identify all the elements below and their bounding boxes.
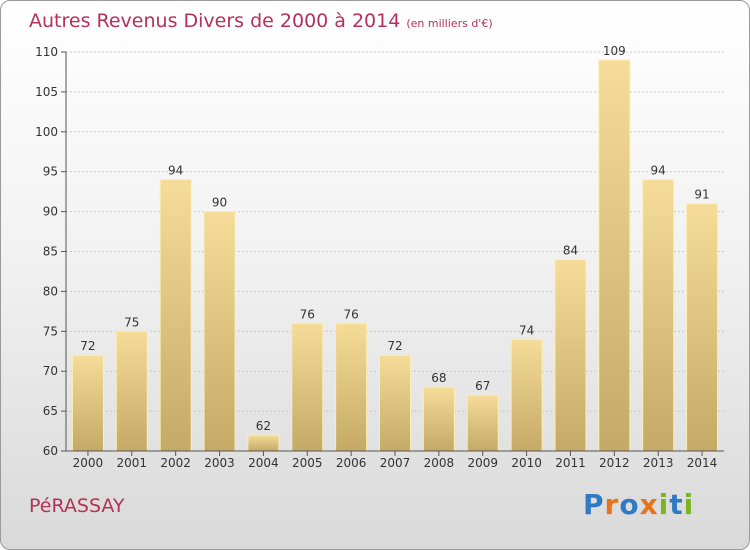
bar (291, 322, 324, 452)
logo-letter: r (604, 488, 620, 521)
y-tick-label: 60 (43, 444, 58, 458)
y-tick-label: 100 (35, 125, 58, 139)
y-tick-label: 90 (43, 205, 58, 219)
chart-title: Autres Revenus Divers de 2000 à 2014 (en … (29, 10, 493, 32)
bar (203, 211, 236, 452)
data-label: 84 (563, 243, 578, 257)
x-tick-label: 2006 (336, 456, 367, 470)
data-label: 91 (694, 188, 709, 202)
data-label: 94 (168, 164, 183, 178)
x-tick-label: 2011 (555, 456, 586, 470)
bar (71, 354, 104, 452)
bar (335, 322, 368, 452)
x-tick-label: 2004 (248, 456, 279, 470)
logo-letter: i (658, 488, 670, 521)
y-tick-label: 110 (35, 45, 58, 59)
data-label: 94 (651, 164, 666, 178)
x-tick-label: 2010 (511, 456, 542, 470)
data-label: 90 (212, 196, 227, 210)
data-label: 67 (475, 379, 490, 393)
y-tick-label: 85 (43, 245, 58, 259)
bar (466, 394, 499, 452)
logo-letter: o (619, 488, 640, 521)
bar (554, 258, 587, 452)
x-tick-label: 2001 (117, 456, 148, 470)
x-tick-label: 2000 (73, 456, 104, 470)
data-label: 62 (256, 419, 271, 433)
y-tick-label: 70 (43, 364, 58, 378)
logo-letter: P (583, 488, 605, 521)
data-label: 74 (519, 323, 534, 337)
x-tick-label: 2003 (204, 456, 235, 470)
bar (379, 354, 411, 452)
data-label: 68 (431, 371, 446, 385)
x-tick-label: 2014 (687, 456, 718, 470)
chart-title-unit: (en milliers d'€) (406, 17, 493, 30)
data-label: 76 (343, 307, 358, 321)
y-tick-label: 95 (43, 165, 58, 179)
y-tick-label: 80 (43, 284, 58, 298)
bar (510, 338, 543, 452)
bar (247, 434, 280, 452)
bar (422, 386, 455, 452)
bar (642, 179, 675, 452)
bar (159, 179, 192, 452)
data-label: 72 (387, 339, 402, 353)
data-label: 72 (80, 339, 95, 353)
logo-letter: t (669, 488, 684, 521)
chart-title-main: Autres Revenus Divers de 2000 à 2014 (29, 10, 401, 32)
x-tick-label: 2007 (380, 456, 411, 470)
bar (686, 203, 719, 452)
logo-letter: x (639, 488, 659, 521)
data-label: 75 (124, 315, 139, 329)
proxiti-logo[interactable]: Proxiti (583, 488, 694, 521)
x-tick-label: 2005 (292, 456, 323, 470)
logo-letter: i (683, 488, 695, 521)
x-tick-label: 2012 (599, 456, 630, 470)
x-tick-label: 2013 (643, 456, 674, 470)
y-tick-label: 105 (35, 85, 58, 99)
data-label: 109 (603, 44, 626, 58)
x-tick-label: 2009 (467, 456, 498, 470)
bar (598, 59, 631, 452)
x-tick-label: 2002 (160, 456, 191, 470)
data-label: 76 (300, 307, 315, 321)
y-tick-label: 75 (43, 324, 58, 338)
bar (115, 330, 148, 452)
commune-name: PéRASSAY (29, 495, 125, 517)
x-tick-label: 2008 (424, 456, 455, 470)
y-tick-label: 65 (43, 404, 58, 418)
